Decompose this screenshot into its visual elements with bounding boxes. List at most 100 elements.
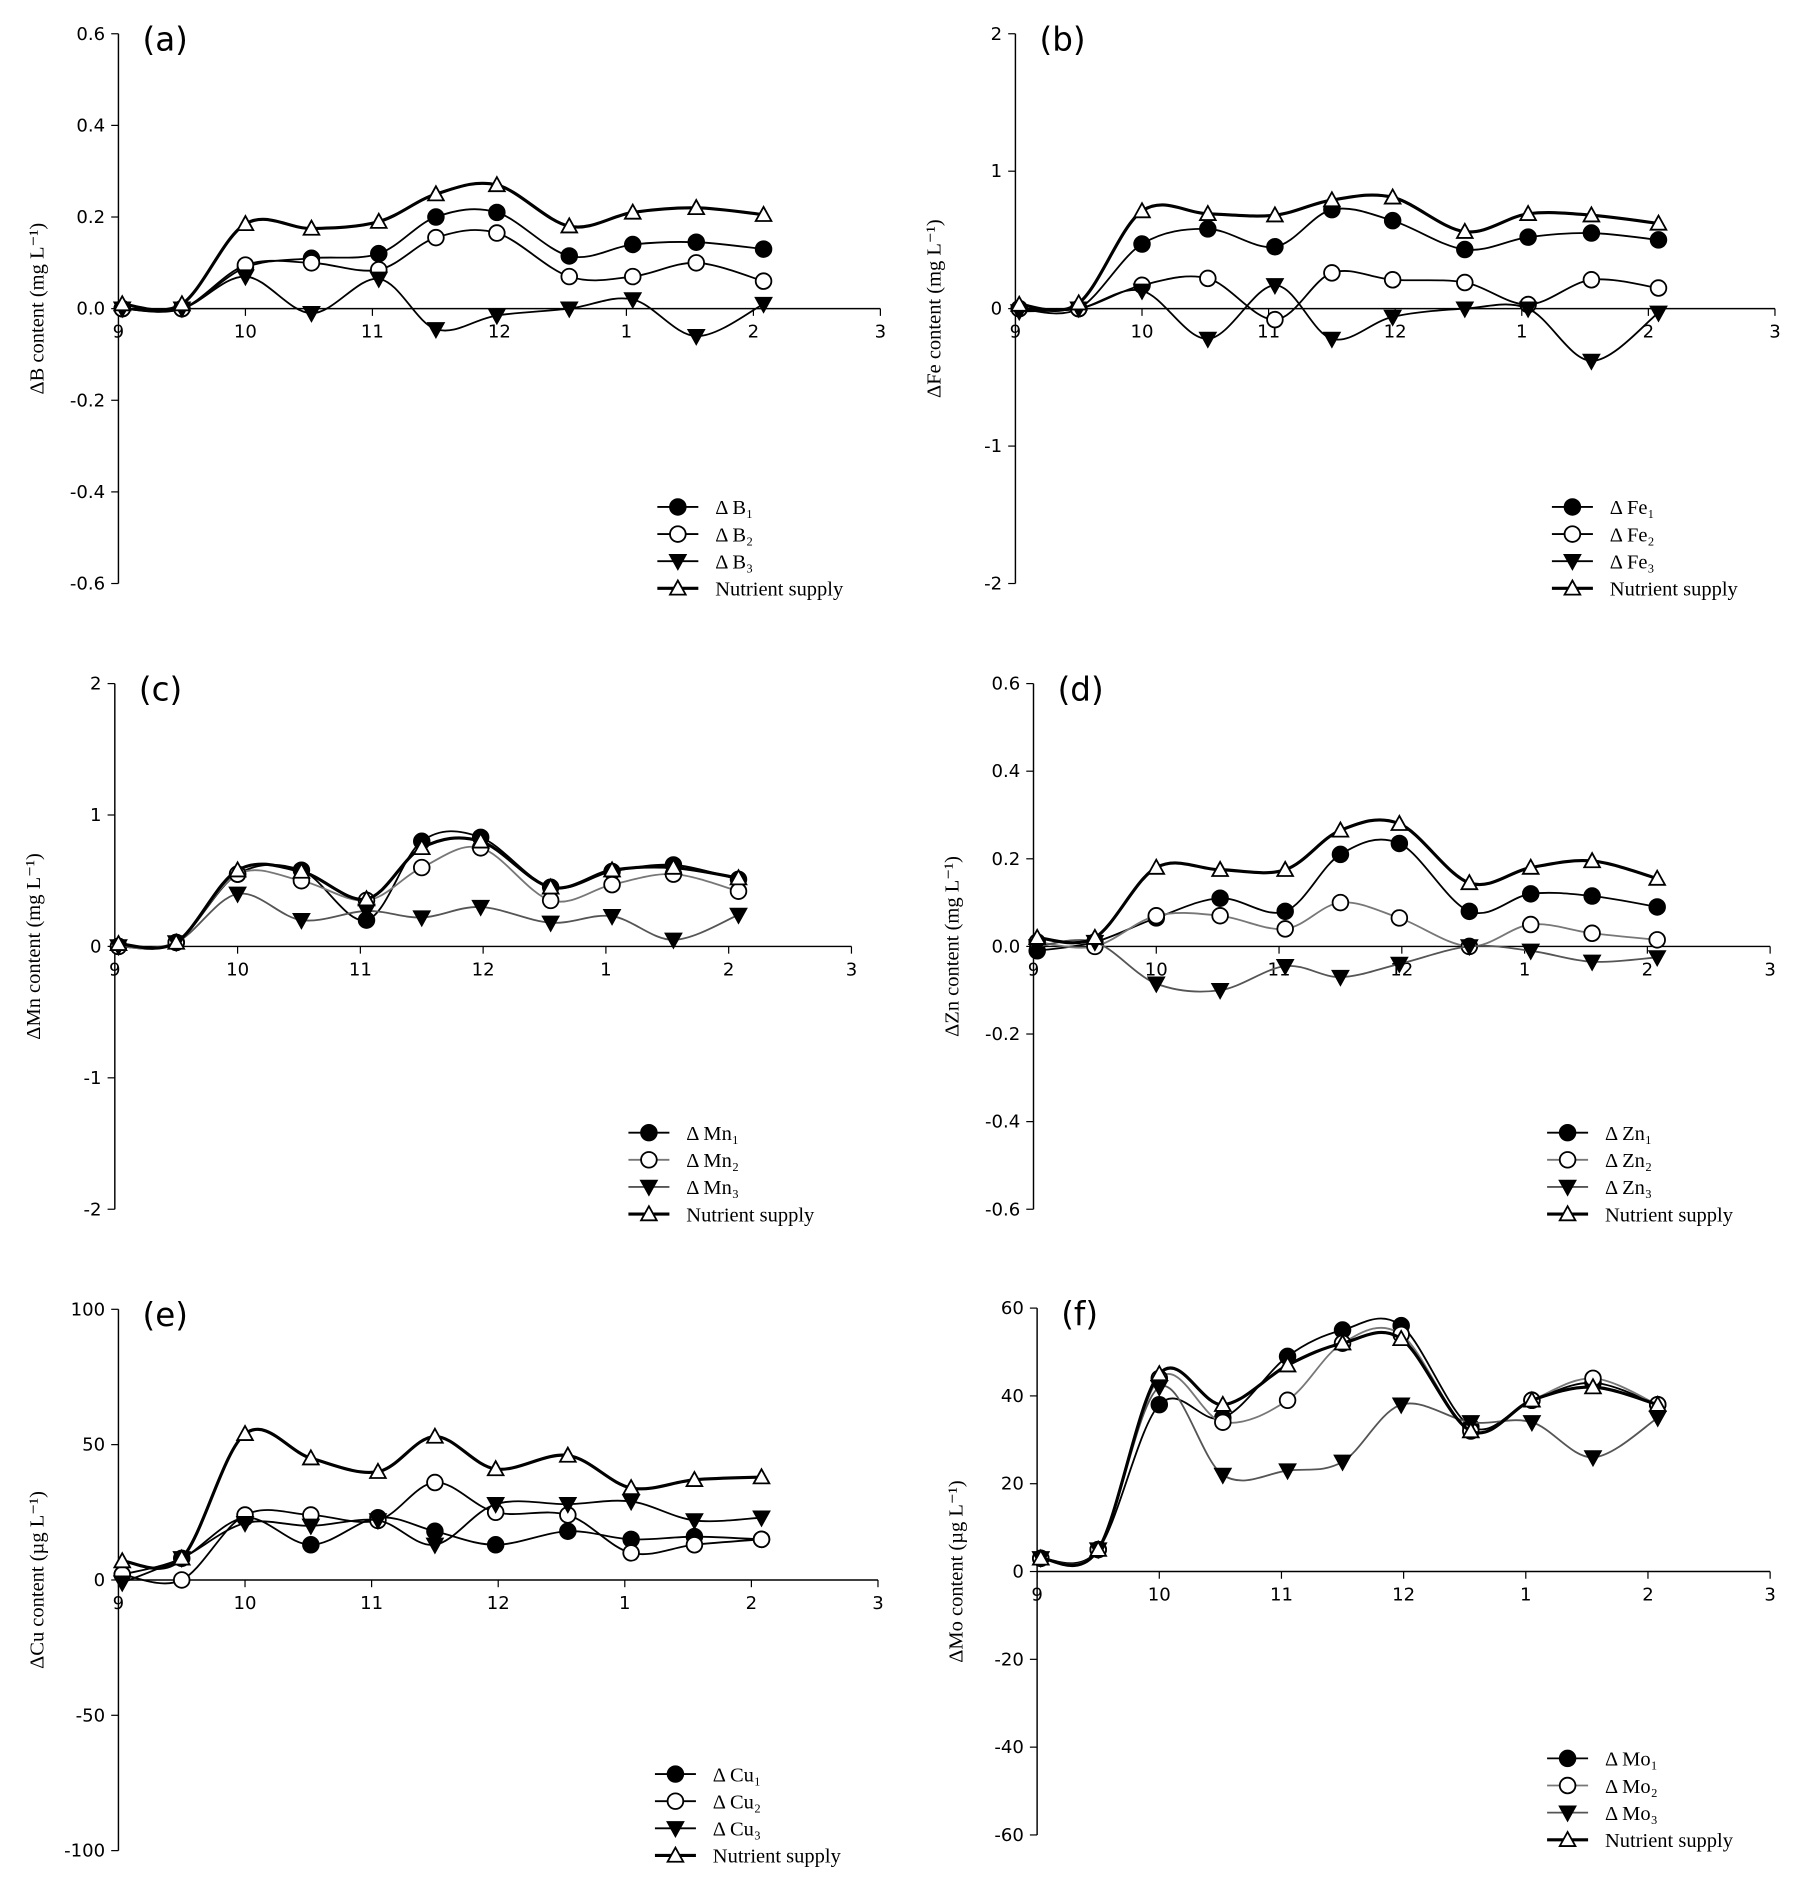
y-tick-label: -40 <box>994 1737 1024 1758</box>
marker <box>1331 969 1350 987</box>
legend-label: Nutrient supply <box>1610 579 1739 601</box>
marker <box>602 909 622 926</box>
marker <box>1211 907 1229 925</box>
marker <box>687 254 705 272</box>
panel: -0.6-0.4-0.20.00.20.40.69 10 11 12 1 2 3(a)ΔB … <box>27 21 886 601</box>
marker <box>369 271 389 289</box>
legend-label: Δ Mo₁ <box>1605 1749 1658 1771</box>
legend-marker <box>668 578 688 596</box>
marker <box>1648 1394 1668 1412</box>
legend-marker <box>1558 1805 1577 1823</box>
legend-marker <box>666 1845 685 1863</box>
y-tick-label: 0.6 <box>991 674 1020 695</box>
marker <box>1583 887 1601 905</box>
marker <box>1146 857 1166 875</box>
x-tick-label: 10 <box>1145 959 1168 980</box>
marker <box>754 272 773 290</box>
x-tick-label: 3 <box>872 1593 884 1614</box>
legend-marker <box>1558 1179 1577 1197</box>
y-tick-label: 0.0 <box>76 299 105 320</box>
marker <box>1278 1355 1297 1373</box>
marker <box>541 877 561 895</box>
marker <box>302 306 321 323</box>
marker <box>487 175 507 193</box>
y-tick-label: -0.2 <box>985 1024 1020 1045</box>
marker <box>1391 1397 1411 1415</box>
marker <box>558 1497 578 1514</box>
marker <box>1521 885 1540 903</box>
legend-marker <box>1563 498 1582 516</box>
x-tick-label: 11 <box>1270 1584 1293 1605</box>
legend-marker <box>1563 578 1582 596</box>
marker <box>425 1537 445 1555</box>
marker <box>426 1522 444 1540</box>
marker <box>621 1478 641 1496</box>
legend-label: Nutrient supply <box>686 1204 815 1226</box>
marker <box>752 1530 771 1549</box>
marker <box>302 218 321 236</box>
legend-label: Nutrient supply <box>713 1846 842 1868</box>
marker <box>1266 310 1284 329</box>
legend-label: Δ Cu₃ <box>713 1819 761 1841</box>
marker <box>488 224 506 242</box>
marker <box>1276 920 1294 938</box>
marker <box>1648 931 1666 949</box>
marker <box>1389 814 1409 831</box>
marker <box>1649 213 1668 231</box>
marker <box>236 214 255 232</box>
marker <box>1383 211 1402 230</box>
marker <box>1198 204 1218 221</box>
series-line <box>122 1427 762 1570</box>
series-line <box>122 181 764 312</box>
marker <box>1213 1467 1233 1485</box>
marker <box>112 1551 132 1569</box>
marker <box>1199 220 1217 238</box>
marker <box>1391 1329 1411 1347</box>
x-tick-label: 12 <box>488 322 511 343</box>
marker <box>412 910 432 928</box>
marker <box>1333 1333 1352 1351</box>
marker <box>664 932 683 950</box>
y-tick-label: -2 <box>984 574 1002 595</box>
x-tick-label: 10 <box>234 322 257 343</box>
marker <box>1521 857 1541 875</box>
x-tick-label: 9 <box>1010 322 1022 343</box>
legend-marker <box>1558 1830 1577 1847</box>
marker <box>623 292 643 310</box>
marker <box>541 915 561 933</box>
x-tick-label: 12 <box>472 959 495 980</box>
marker <box>559 1522 577 1540</box>
legend-label: Δ Mn₁ <box>686 1123 739 1145</box>
legend-marker <box>639 1179 659 1197</box>
marker <box>1522 1415 1542 1432</box>
marker <box>1266 238 1284 256</box>
marker <box>1460 902 1479 921</box>
x-tick-label: 10 <box>226 959 249 980</box>
marker <box>109 934 128 951</box>
legend-marker <box>1563 525 1582 543</box>
legend-label: Nutrient supply <box>1605 1204 1734 1226</box>
legend-marker <box>1558 1204 1577 1222</box>
x-tick-label: 11 <box>361 322 384 343</box>
marker <box>1461 1421 1481 1439</box>
legend-label: Nutrient supply <box>1605 1830 1734 1852</box>
marker <box>1583 1377 1603 1395</box>
marker <box>1522 1390 1542 1408</box>
y-tick-label: -50 <box>76 1705 106 1726</box>
marker <box>302 254 321 272</box>
marker <box>624 235 642 254</box>
y-axis-label: ΔMo content (µg L⁻¹) <box>945 1480 967 1662</box>
marker <box>1211 889 1229 907</box>
y-tick-label: 2 <box>991 24 1003 45</box>
marker <box>1199 269 1217 288</box>
marker <box>1147 907 1166 925</box>
marker <box>1213 1394 1233 1412</box>
panel: -0.6-0.4-0.20.00.20.40.69 10 11 12 1 2 3(d)ΔZn… <box>942 670 1776 1226</box>
marker <box>426 322 446 339</box>
marker <box>1383 187 1403 205</box>
panel-label: (e) <box>143 1296 188 1334</box>
y-tick-label: -1 <box>84 1068 102 1089</box>
marker <box>292 912 311 930</box>
